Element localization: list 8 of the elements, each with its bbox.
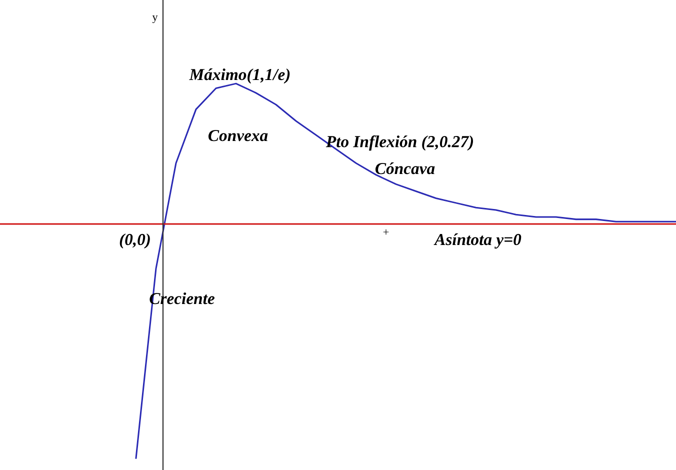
annotation: Asíntota y=0: [434, 233, 522, 249]
annotation: +: [383, 229, 389, 235]
annotation: Convexa: [208, 130, 268, 142]
annotation: (0,0): [120, 233, 150, 249]
annotation: Máximo(1,1/e): [189, 68, 290, 84]
text: y: [152, 16, 158, 24]
annotation: Pto Inflexión (2,0.27): [326, 135, 474, 151]
annotation: Cóncava: [375, 162, 435, 174]
